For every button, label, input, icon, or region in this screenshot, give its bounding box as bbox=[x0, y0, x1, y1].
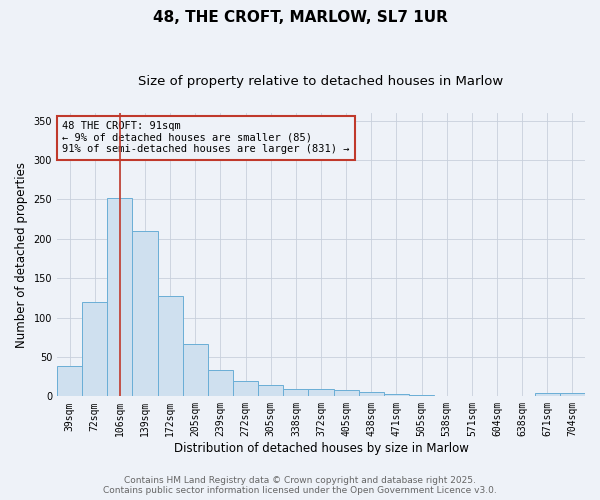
Text: 48 THE CROFT: 91sqm
← 9% of detached houses are smaller (85)
91% of semi-detache: 48 THE CROFT: 91sqm ← 9% of detached hou… bbox=[62, 122, 350, 154]
Title: Size of property relative to detached houses in Marlow: Size of property relative to detached ho… bbox=[139, 75, 503, 88]
Bar bbox=[334, 390, 359, 396]
Bar bbox=[359, 392, 384, 396]
X-axis label: Distribution of detached houses by size in Marlow: Distribution of detached houses by size … bbox=[173, 442, 469, 455]
Text: Contains HM Land Registry data © Crown copyright and database right 2025.
Contai: Contains HM Land Registry data © Crown c… bbox=[103, 476, 497, 495]
Y-axis label: Number of detached properties: Number of detached properties bbox=[15, 162, 28, 348]
Bar bbox=[409, 395, 434, 396]
Bar bbox=[158, 296, 183, 396]
Bar bbox=[258, 386, 283, 396]
Text: 48, THE CROFT, MARLOW, SL7 1UR: 48, THE CROFT, MARLOW, SL7 1UR bbox=[152, 10, 448, 25]
Bar bbox=[107, 198, 133, 396]
Bar bbox=[283, 389, 308, 396]
Bar bbox=[535, 393, 560, 396]
Bar bbox=[560, 393, 585, 396]
Bar bbox=[133, 231, 158, 396]
Bar bbox=[308, 389, 334, 396]
Bar bbox=[384, 394, 409, 396]
Bar bbox=[233, 382, 258, 396]
Bar bbox=[208, 370, 233, 396]
Bar bbox=[82, 302, 107, 396]
Bar bbox=[57, 366, 82, 396]
Bar bbox=[183, 344, 208, 397]
